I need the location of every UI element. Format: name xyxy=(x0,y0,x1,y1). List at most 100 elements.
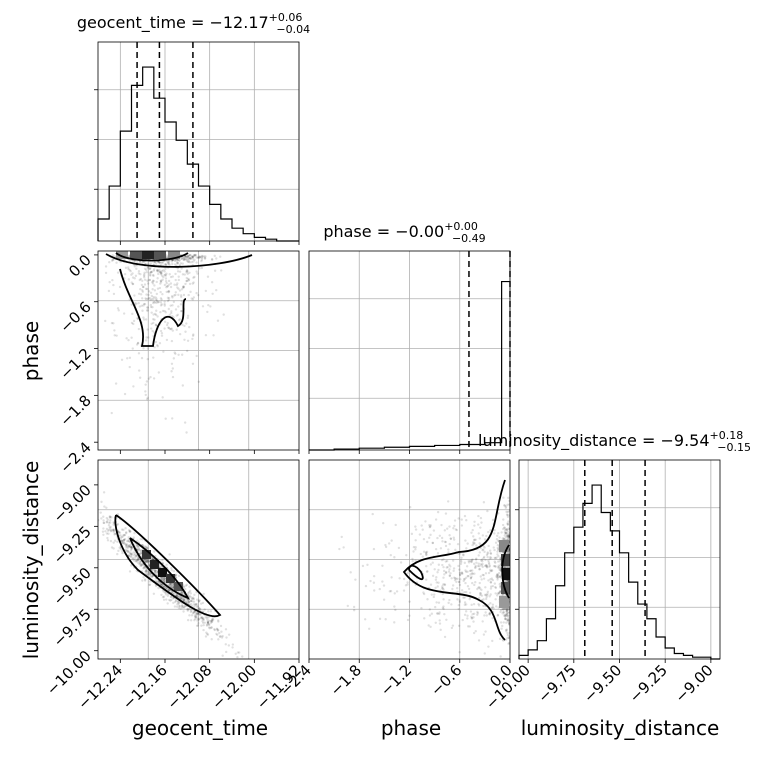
sample-point xyxy=(156,301,160,304)
sample-point xyxy=(393,605,396,608)
sample-point xyxy=(482,556,485,560)
hist-bar xyxy=(143,67,154,241)
sample-point xyxy=(151,329,154,333)
sample-point xyxy=(168,313,172,317)
sample-point xyxy=(489,568,492,572)
sample-point xyxy=(160,298,163,301)
sample-point xyxy=(116,522,120,526)
contour-line xyxy=(114,514,222,618)
sample-point xyxy=(219,255,222,258)
panel-title-geocent_time: geocent_time = −12.17+0.06 −0.04 xyxy=(77,11,310,36)
sample-point xyxy=(487,544,490,548)
hist-bar xyxy=(176,140,187,241)
sample-point xyxy=(160,578,164,581)
sample-point xyxy=(505,609,509,613)
sample-point xyxy=(472,542,475,545)
sample-point xyxy=(210,638,213,641)
sample-point xyxy=(466,574,469,578)
sample-point xyxy=(156,269,160,272)
sample-point xyxy=(483,546,486,549)
sample-point xyxy=(460,589,464,592)
sample-point xyxy=(148,278,151,282)
sample-point xyxy=(165,323,169,327)
sample-point xyxy=(178,332,182,336)
sample-point xyxy=(196,605,199,608)
sample-point xyxy=(171,591,174,594)
density-cell xyxy=(142,251,154,259)
sample-point xyxy=(479,593,482,597)
sample-point xyxy=(493,582,497,585)
sample-point xyxy=(153,289,157,292)
sample-point xyxy=(183,324,186,328)
sample-point xyxy=(166,321,169,325)
sample-point xyxy=(159,290,162,294)
sample-point xyxy=(506,523,510,526)
sample-point xyxy=(201,255,204,258)
sample-point xyxy=(471,569,474,572)
density-cell xyxy=(168,251,180,259)
sample-point xyxy=(189,610,193,614)
sample-point xyxy=(495,594,499,597)
sample-point xyxy=(195,612,198,615)
sample-point xyxy=(378,587,381,591)
sample-point xyxy=(506,579,510,583)
sample-point xyxy=(116,540,119,543)
sample-point xyxy=(474,565,477,569)
sample-point xyxy=(481,562,484,566)
sample-point xyxy=(442,607,445,611)
sample-point xyxy=(496,578,499,581)
sample-point xyxy=(110,516,113,519)
sample-point xyxy=(174,308,178,311)
scatter-points-group xyxy=(309,460,510,659)
sample-point xyxy=(477,532,480,535)
sample-point xyxy=(483,564,487,568)
contour-line xyxy=(115,252,189,262)
hist-bar xyxy=(98,219,109,241)
sample-point xyxy=(234,652,237,655)
sample-point xyxy=(166,582,169,586)
sample-point xyxy=(505,528,508,531)
sample-point xyxy=(342,546,345,549)
sample-point xyxy=(194,602,198,606)
sample-point xyxy=(433,605,437,609)
sample-point xyxy=(84,512,86,514)
sample-point xyxy=(152,269,155,272)
sample-point xyxy=(505,608,509,612)
sample-point xyxy=(463,613,467,617)
sample-point xyxy=(122,312,126,315)
sample-point xyxy=(504,531,508,534)
density-cell xyxy=(150,560,159,569)
sample-point xyxy=(487,530,490,534)
sample-point xyxy=(504,617,507,621)
sample-point xyxy=(187,278,191,281)
sample-point xyxy=(421,528,424,531)
sample-point xyxy=(185,255,188,259)
sample-point xyxy=(109,519,112,522)
sample-point xyxy=(506,579,510,583)
sample-point xyxy=(456,542,460,546)
sample-point xyxy=(137,559,140,562)
sample-point xyxy=(488,557,492,560)
sample-point xyxy=(502,614,506,617)
sample-point xyxy=(147,290,151,293)
sample-point xyxy=(188,254,191,257)
sample-point xyxy=(135,343,139,346)
sample-point xyxy=(193,254,196,257)
sample-point xyxy=(170,295,174,298)
sample-point xyxy=(349,571,352,574)
sample-point xyxy=(210,257,214,261)
sample-point xyxy=(174,272,177,276)
y-tick-label: 0.0 xyxy=(65,251,95,281)
sample-point xyxy=(498,560,501,563)
sample-point xyxy=(182,257,186,260)
sample-point xyxy=(506,503,509,506)
sample-point xyxy=(433,593,436,596)
sample-point xyxy=(211,618,214,621)
sample-point xyxy=(163,263,167,266)
sample-point xyxy=(196,619,199,622)
sample-point xyxy=(184,330,187,333)
sample-point xyxy=(165,338,169,342)
y-axis-label-phase: phase xyxy=(19,321,43,381)
sample-point xyxy=(192,603,196,606)
sample-point xyxy=(161,261,164,265)
